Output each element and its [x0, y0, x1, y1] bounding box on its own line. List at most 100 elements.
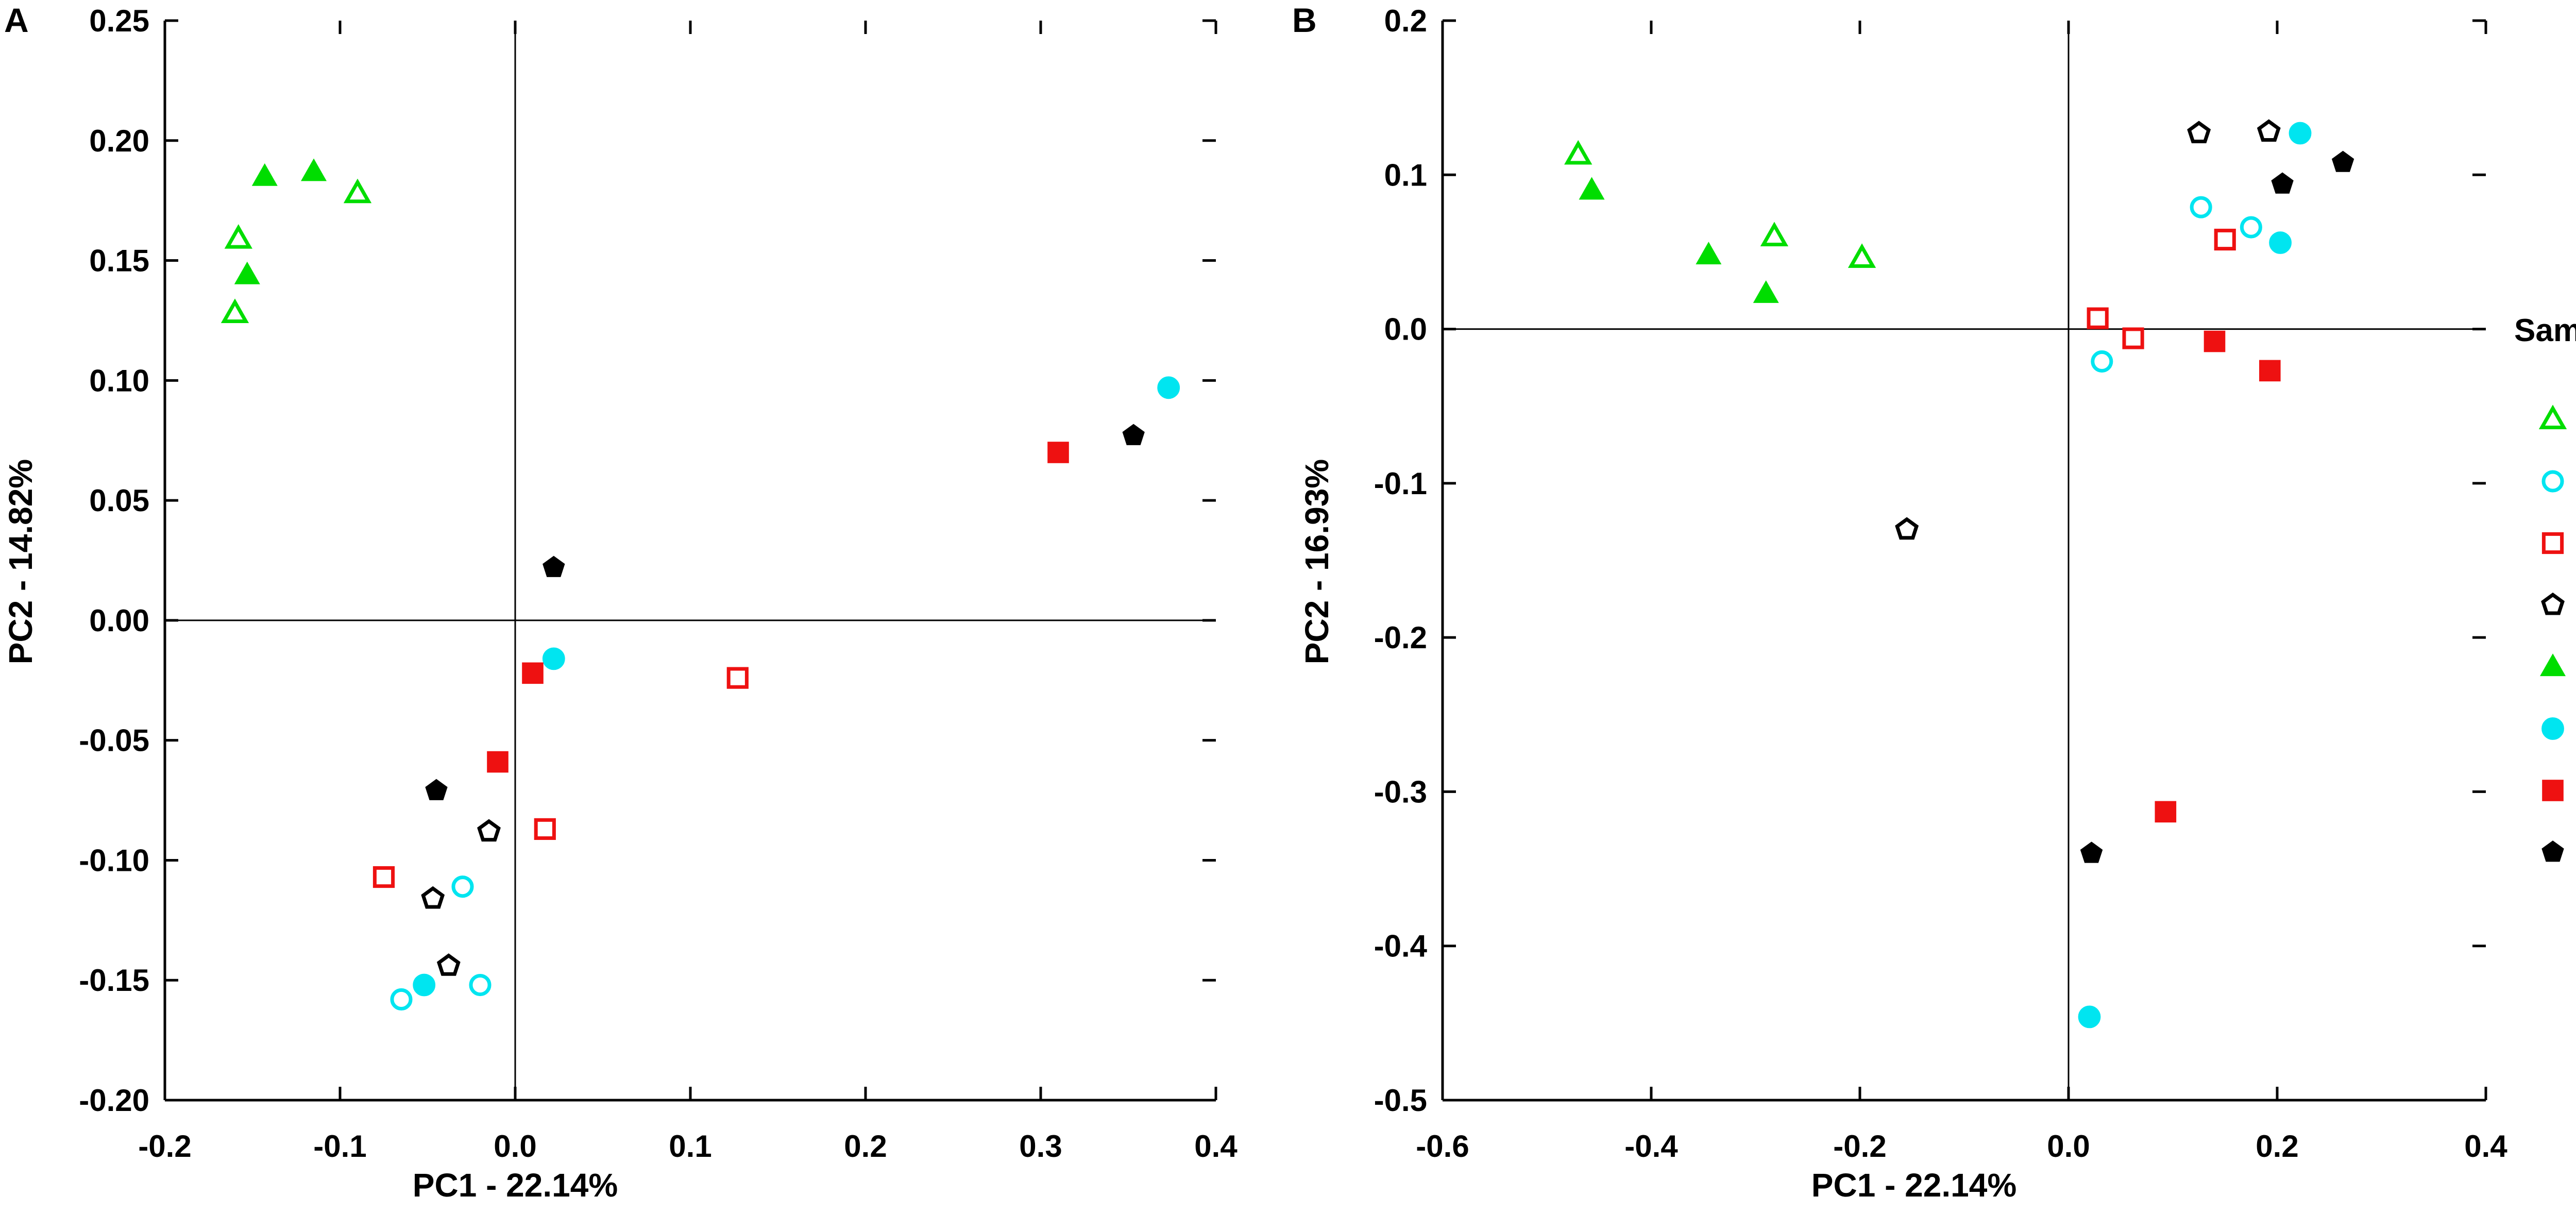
- legend-item-c14: C14: [2544, 465, 2576, 500]
- panel-b-point-s14: [2079, 1006, 2100, 1027]
- panel-b-chart: B PC1 - 22.14% PC2 - 16.93% -0.5-0.4-0.3…: [1292, 1, 2507, 1204]
- panel-b-point-c28: [2124, 329, 2142, 347]
- legend-title: Samples: [2514, 313, 2576, 348]
- panel-a-label: A: [4, 1, 29, 39]
- legend-marker-s14: [2542, 718, 2564, 739]
- panel-a-point-c0: [347, 182, 368, 201]
- panel-a-point-c42: [423, 888, 443, 907]
- panel-a-point-s14: [1158, 377, 1179, 398]
- panel-a-point-s0: [302, 160, 326, 181]
- panel-a-point-c28: [536, 820, 554, 838]
- panel-b-point-c0: [1567, 144, 1589, 163]
- panel-b-point-c28: [2089, 309, 2107, 327]
- panel-a-point-s42: [426, 780, 447, 800]
- panel-b-series-c0: [1567, 144, 1873, 266]
- panel-b-point-c0: [1764, 225, 1785, 244]
- panel-b-point-s0: [1754, 281, 1778, 302]
- panel-b-point-s0: [1580, 178, 1604, 199]
- panel-a-y-tick-label: 0.10: [89, 363, 149, 398]
- legend: Samples C0C14C28C42S0S14S28S42: [2514, 313, 2576, 871]
- panel-a-point-s0: [235, 263, 260, 284]
- legend-item-s28: S28: [2543, 774, 2576, 809]
- panel-a-series-c42: [423, 821, 498, 974]
- panel-a-point-c14: [392, 990, 411, 1008]
- panel-b-y-tick-label: 0.1: [1384, 158, 1427, 192]
- legend-marker-c0: [2542, 408, 2564, 427]
- panel-b-point-c42: [1897, 519, 1917, 538]
- panel-a-point-c14: [453, 878, 472, 896]
- panel-a-y-axis-title: PC2 - 14.82%: [2, 459, 39, 664]
- panel-b-point-s14: [2290, 123, 2311, 144]
- panel-a-point-c28: [728, 669, 747, 687]
- legend-item-c28: C28: [2544, 527, 2576, 562]
- panel-b-x-tick-label: -0.6: [1416, 1129, 1469, 1164]
- panel-a-point-s28: [522, 663, 543, 684]
- legend-marker-c14: [2544, 472, 2562, 491]
- panel-b-y-tick-label: 0.2: [1384, 4, 1427, 38]
- panel-b-point-c14: [2192, 198, 2210, 216]
- panel-a-point-s28: [487, 752, 508, 772]
- panel-b-x-tick-label: 0.2: [2256, 1129, 2298, 1164]
- panel-b-point-c28: [2216, 230, 2234, 248]
- panel-b-point-s42: [2332, 151, 2353, 172]
- panel-a-x-tick-label: -0.1: [313, 1129, 366, 1164]
- panel-a-y-tick-label: 0.25: [89, 4, 149, 38]
- legend-item-s0: S0: [2541, 651, 2576, 685]
- panel-b-series-s14: [2079, 123, 2311, 1028]
- panel-b-x-tick-label: 0.4: [2464, 1129, 2507, 1164]
- panel-a-y-tick-label: -0.05: [79, 723, 149, 758]
- panel-a-y-tick-label: -0.15: [79, 963, 149, 998]
- panel-a-series-c28: [375, 669, 747, 886]
- legend-item-c0: C0: [2542, 403, 2576, 438]
- panel-b-y-tick-label: -0.1: [1374, 466, 1427, 501]
- panel-b-point-s28: [2260, 361, 2280, 381]
- panel-a-x-tick-label: 0.2: [844, 1129, 887, 1164]
- panel-b-x-tick-label: -0.4: [1624, 1129, 1678, 1164]
- panel-b-series-s0: [1580, 178, 1778, 302]
- panel-b-point-s42: [2081, 843, 2102, 863]
- panel-b-point-s0: [1697, 243, 1721, 264]
- panel-a-y-tick-label: 0.05: [89, 483, 149, 518]
- panel-a-y-tick-label: -0.10: [79, 843, 149, 878]
- panel-b-series-s42: [2081, 151, 2353, 863]
- legend-marker-c42: [2543, 595, 2563, 613]
- panel-a-x-tick-label: 0.1: [669, 1129, 711, 1164]
- panel-a-series-s28: [487, 442, 1069, 772]
- panel-b-y-tick-label: -0.2: [1374, 620, 1427, 655]
- panel-b-point-c14: [2242, 218, 2260, 237]
- panel-b-point-c42: [2259, 122, 2279, 140]
- panel-a-y-tick-label: -0.20: [79, 1083, 149, 1118]
- panel-b-x-axis-title: PC1 - 22.14%: [1811, 1167, 2016, 1204]
- panel-b-series-c14: [2093, 198, 2261, 370]
- legend-item-s14: S14: [2542, 713, 2576, 747]
- panel-b-point-s28: [2156, 802, 2176, 822]
- panel-a-point-s42: [543, 557, 564, 577]
- panel-a-series-s0: [235, 160, 326, 284]
- panel-b-point-c0: [1851, 247, 1873, 266]
- panel-a-chart: A PC1 - 22.14% PC2 - 14.82% -0.20 -0.15 -0…: [2, 1, 1238, 1204]
- panel-b-x-tick-label: -0.2: [1833, 1129, 1886, 1164]
- panel-a-point-c28: [375, 868, 393, 886]
- panel-b-point-c42: [2189, 123, 2209, 142]
- panel-a-point-c0: [228, 228, 249, 247]
- panel-a-x-tick-label: 0.4: [1194, 1129, 1238, 1164]
- legend-marker-s42: [2543, 841, 2564, 861]
- panel-a-y-tick-label: 0.00: [89, 603, 149, 638]
- panel-b-label: B: [1292, 1, 1317, 39]
- legend-marker-s0: [2541, 654, 2565, 676]
- panel-a-x-tick-label: 0.0: [494, 1129, 536, 1164]
- panel-a-point-s0: [253, 164, 277, 186]
- panel-b-y-tick-label: 0.0: [1384, 312, 1427, 347]
- panel-a-y-tick-label: 0.20: [89, 124, 149, 158]
- panel-b-y-axis-title: PC2 - 16.93%: [1298, 459, 1335, 664]
- panel-a-x-axis-title: PC1 - 22.14%: [413, 1167, 618, 1204]
- panel-a-series-s14: [413, 377, 1179, 996]
- legend-item-s42: S42: [2543, 836, 2576, 871]
- panel-a-point-s14: [413, 974, 435, 996]
- panel-a-point-c14: [471, 975, 489, 994]
- panel-a-point-c42: [479, 821, 499, 840]
- panel-b-point-s28: [2205, 331, 2225, 352]
- panel-b-point-c14: [2093, 352, 2111, 370]
